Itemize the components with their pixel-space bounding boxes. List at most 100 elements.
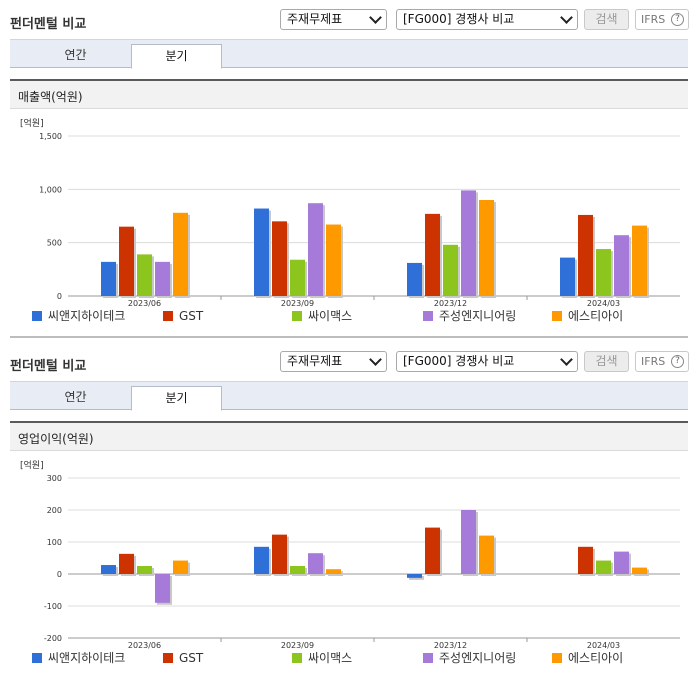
bar	[101, 261, 116, 296]
search-button[interactable]: 검색	[584, 9, 629, 30]
help-icon: ?	[671, 13, 684, 26]
bar	[254, 208, 269, 296]
ifrs-label: IFRS	[641, 355, 666, 368]
bar	[443, 244, 458, 296]
ifrs-help-button[interactable]: IFRS ?	[635, 351, 689, 372]
bar	[155, 261, 170, 296]
bar	[272, 534, 287, 574]
bar	[632, 225, 647, 296]
bar	[425, 527, 440, 574]
period-tabs: 연간 분기	[10, 381, 688, 411]
peer-group-select[interactable]: [FG000] 경쟁사 비교	[396, 9, 578, 30]
peer-group-select[interactable]: [FG000] 경쟁사 비교	[396, 351, 578, 372]
chart-heading: 매출액(억원)	[18, 90, 83, 104]
bar	[272, 221, 287, 296]
panel-title: 펀더멘털 비교	[10, 359, 87, 374]
bar	[479, 200, 494, 296]
bar	[173, 212, 188, 296]
y-tick-label: 0	[57, 292, 62, 301]
tab-annual[interactable]: 연간	[64, 390, 87, 404]
bar	[119, 553, 134, 574]
period-tabs: 연간 분기	[10, 39, 688, 69]
statement-type-select[interactable]: 주재무제표	[280, 9, 387, 30]
statement-type-value: 주재무제표	[287, 12, 343, 26]
tab-quarterly[interactable]: 분기	[131, 44, 222, 69]
x-tick-label: 2023/09	[281, 641, 314, 650]
y-tick-label: 100	[47, 538, 62, 547]
chart-heading: 영업이익(억원)	[18, 432, 94, 446]
bar	[560, 257, 575, 296]
legend-label: GST	[179, 651, 204, 665]
peer-group-value: [FG000] 경쟁사 비교	[403, 354, 515, 368]
bar	[614, 551, 629, 574]
fundamental-panel-operating-income: 펀더멘털 비교 주재무제표 [FG000] 경쟁사 비교 검색 IFRS ? 연…	[0, 342, 696, 684]
legend-swatch	[423, 311, 433, 321]
chevron-down-icon	[369, 11, 382, 24]
legend-label: 에스티아이	[568, 651, 623, 665]
bar	[326, 569, 341, 574]
bar	[425, 213, 440, 296]
chart-header: 영업이익(억원)	[10, 421, 688, 451]
legend-swatch	[292, 653, 302, 663]
x-tick-label: 2023/09	[281, 299, 314, 308]
bar	[632, 567, 647, 574]
bar	[254, 546, 269, 574]
bar	[578, 546, 593, 574]
y-tick-label: 1,000	[39, 185, 62, 194]
y-tick-label: -200	[44, 634, 62, 643]
x-tick-label: 2023/06	[128, 299, 161, 308]
tab-quarterly[interactable]: 분기	[131, 386, 222, 411]
legend-label: 싸이맥스	[308, 651, 352, 665]
legend-swatch	[292, 311, 302, 321]
peer-group-value: [FG000] 경쟁사 비교	[403, 12, 515, 26]
ifrs-help-button[interactable]: IFRS ?	[635, 9, 689, 30]
y-tick-label: 1,500	[39, 132, 62, 141]
legend-label: 씨앤지하이테크	[48, 651, 125, 665]
help-icon: ?	[671, 355, 684, 368]
legend-swatch	[32, 311, 42, 321]
fundamental-panel-revenue: 펀더멘털 비교 주재무제표 [FG000] 경쟁사 비교 검색 IFRS ? 연…	[10, 9, 689, 338]
legend-swatch	[423, 653, 433, 663]
bar	[326, 224, 341, 296]
y-tick-label: -100	[44, 602, 62, 611]
legend-label: GST	[179, 309, 204, 323]
y-tick-label: 200	[47, 506, 62, 515]
bar	[155, 574, 170, 603]
legend-swatch	[552, 311, 562, 321]
bar	[461, 190, 476, 296]
bar	[308, 553, 323, 574]
unit-label: [억원]	[20, 459, 44, 471]
bar	[614, 235, 629, 296]
y-tick-label: 0	[57, 570, 62, 579]
legend-label: 에스티아이	[568, 309, 623, 323]
chevron-down-icon	[560, 353, 573, 366]
bar	[596, 560, 611, 574]
legend-label: 주성엔지니어링	[439, 309, 516, 323]
bar	[578, 214, 593, 296]
legend-swatch	[32, 653, 42, 663]
bar	[290, 566, 305, 574]
legend-label: 주성엔지니어링	[439, 651, 516, 665]
x-tick-label: 2023/12	[434, 299, 467, 308]
bar	[137, 566, 152, 574]
search-button[interactable]: 검색	[584, 351, 629, 372]
ifrs-label: IFRS	[641, 13, 666, 26]
legend-label: 싸이맥스	[308, 309, 352, 323]
tab-annual[interactable]: 연간	[64, 48, 87, 62]
bar	[407, 262, 422, 296]
bar	[308, 203, 323, 296]
bar	[137, 254, 152, 296]
bar-shadow	[409, 576, 424, 580]
bar	[461, 510, 476, 574]
y-tick-label: 300	[47, 474, 62, 483]
statement-type-value: 주재무제표	[287, 354, 343, 368]
bar	[173, 560, 188, 574]
statement-type-select[interactable]: 주재무제표	[280, 351, 387, 372]
panel-title: 펀더멘털 비교	[10, 17, 87, 32]
bar	[407, 574, 422, 578]
x-tick-label: 2024/03	[587, 641, 620, 650]
bar	[119, 226, 134, 296]
legend-swatch	[163, 311, 173, 321]
divider	[10, 336, 688, 338]
legend-label: 씨앤지하이테크	[48, 309, 125, 323]
